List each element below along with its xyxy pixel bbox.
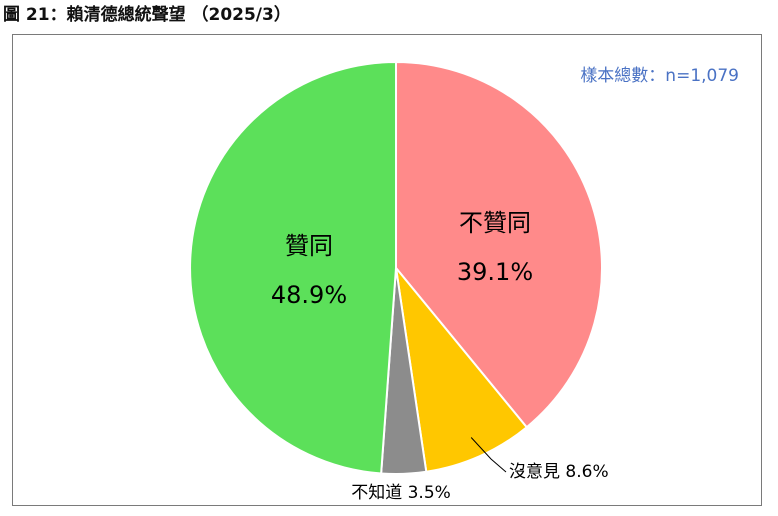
slice-label-approve: 贊同 [285,232,333,260]
chart-panel: 不贊同 39.1% 沒意見 8.6% 不知道 3.5% 贊同 48.9% 樣本總數：n=1… [12,34,762,506]
pie-slice-disapprove [395,60,603,429]
pie-labels: 不贊同 39.1% 沒意見 8.6% 不知道 3.5% 贊同 48.9% [271,209,609,503]
slice-value-disapprove: 39.1% [457,258,533,286]
slice-label-text-dont-know: 不知道 [351,483,402,503]
pie-chart: 不贊同 39.1% 沒意見 8.6% 不知道 3.5% 贊同 48.9% 樣本總數：n=1… [189,60,739,503]
slice-value-no-opinion: 8.6% [560,462,609,482]
figure-title: 圖 21：賴清德總統聲望 （2025/3） [3,5,291,25]
slice-label-dont-know: 不知道 3.5% [351,483,451,503]
pie-slices [189,60,603,475]
leader-line-no-opinion [470,437,507,473]
pie-slice-no-opinion [394,264,529,473]
pie-slice-approve [189,60,397,475]
slice-label-text-no-opinion: 沒意見 [509,462,560,482]
slice-label-disapprove: 不贊同 [459,209,531,237]
slice-label-no-opinion: 沒意見 8.6% [509,462,609,482]
slice-value-approve: 48.9% [271,281,347,309]
slice-value-dont-know: 3.5% [402,483,451,503]
sample-size-note: 樣本總數：n=1,079 [580,66,739,86]
